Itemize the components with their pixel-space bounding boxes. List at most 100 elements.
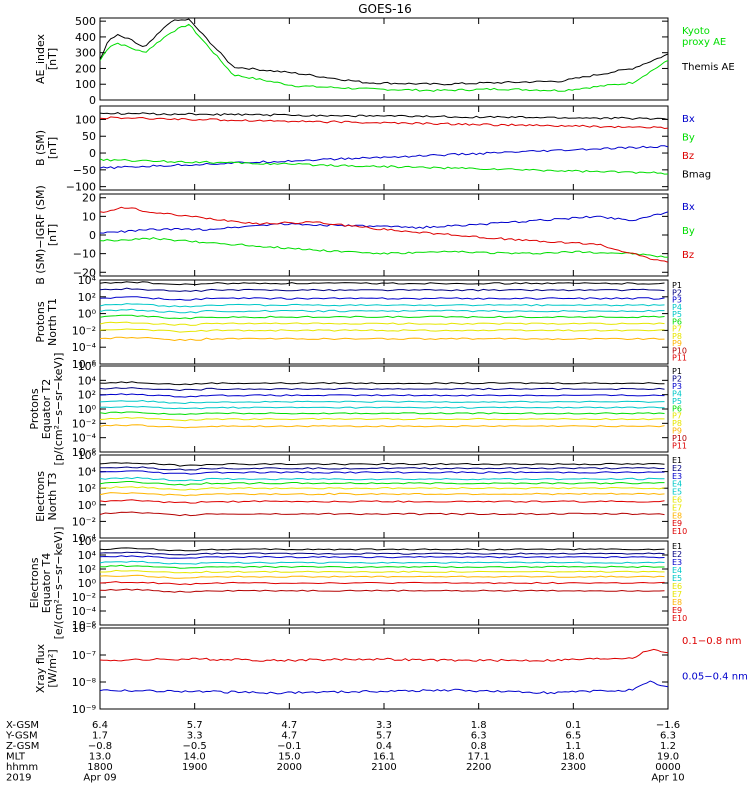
flux-channel-line [100,381,665,386]
y-axis-label: Xray flux[W/m²] [34,643,59,693]
y-tick-label: 10⁶ [78,449,97,462]
legend-entry: P7 [672,412,682,421]
flux-channel-line [100,560,665,565]
flux-channel-line [100,551,665,556]
y-axis-label-line: North T3 [46,473,59,521]
x-axis-row-label: Y-GSM [5,731,38,742]
y-tick-label: 10⁻⁴ [72,341,97,354]
legend-entry: E6 [672,496,682,505]
y-axis-label-line: Equator T2 [40,379,53,439]
y-axis-label-line: Protons [28,388,41,429]
legend-entry: Themis AE [681,62,735,73]
y-tick-label: 10⁰ [78,403,97,416]
y-tick-label: 200 [75,62,96,75]
legend-entry: P10 [672,434,687,443]
y-tick-label: −10 [73,248,96,261]
legend-entry: P2 [672,288,682,297]
x-axis-value: 5.7 [187,720,203,731]
legend-entry: Bx [682,114,695,125]
legend-entry: P5 [672,310,682,319]
y-axis-label-line: [p/(cm²−s−sr−keV)] [52,353,65,466]
legend-entry: E10 [672,527,687,536]
series-line-bx [100,211,668,234]
flux-channel-line [100,462,665,467]
x-axis-value: 6.4 [92,720,108,731]
y-tick-label: 0 [89,94,96,107]
legend-entry: Bz [682,250,694,261]
flux-channel-line [100,314,665,320]
series-line-bz [100,116,668,130]
legend-entry: P9 [672,427,682,436]
series-line-by [100,158,668,175]
flux-channel-line [100,574,665,579]
x-axis-value: 16.1 [373,752,395,763]
y-axis-label-line: Electrons [34,471,47,522]
flux-channel-line [100,308,665,314]
flux-channel-line [100,569,665,574]
flux-channel-line [100,481,665,486]
x-axis-value: −1.6 [656,720,680,731]
flux-channel-line [100,492,665,497]
x-axis-value: 5.7 [376,731,392,742]
flux-channel-line [100,303,665,308]
y-axis-label-line: [nT] [46,224,59,246]
x-axis-row-label: hhmm [6,762,38,773]
y-tick-label: 10⁻⁴ [72,605,97,618]
flux-channel-line [100,336,665,342]
plot-area [100,381,665,429]
y-axis-label-line: North T1 [46,298,59,346]
y-tick-label: 10⁰ [78,577,97,590]
legend-entry: P8 [672,419,682,428]
plot-area [100,648,668,695]
panel-xray: 10⁻⁹ 10⁻⁸ 10⁻⁷ 10⁻⁶ Xray flux[W/m²] 0.1−0.8 n… [34,622,748,716]
y-tick-label: 10⁻² [72,591,96,604]
legend-entry: Kyoto proxy AE [682,26,726,48]
plot-area [100,462,665,517]
flux-channel-line [100,393,665,398]
y-tick-label: 10⁶ [78,360,97,373]
flux-channel-line [100,416,665,422]
legend-entry: E2 [672,464,682,473]
y-tick-label: 10² [78,482,96,495]
plot-area [100,281,665,342]
x-axis-value: Apr 10 [651,773,684,784]
flux-channel-line [100,466,665,471]
flux-channel-line [100,564,665,569]
x-axis-row-label: 2019 [6,773,31,784]
flux-channel-line [100,321,665,326]
x-axis-value: 13.0 [89,752,111,763]
x-axis-value: 1.2 [660,741,676,752]
y-tick-label: 20 [82,192,96,205]
plot-area [100,112,668,175]
x-axis-value: 1900 [182,762,207,773]
x-axis-value: 4.7 [281,731,297,742]
x-axis-value: 0000 [655,762,680,773]
plot-area [100,18,668,92]
plot-area [100,206,668,263]
series-line-bmag [100,112,668,121]
legend-entry: By [682,133,695,144]
panel-bigrf: −20 −10 0 10 20 B (SM)−IGRF (SM)[nT] Bx By Bz [34,185,695,285]
y-tick-label: 0 [89,229,96,242]
legend-entry: 0.05−0.4 nm [682,672,748,683]
x-axis-value: 2000 [277,762,302,773]
legend-entry: P2 [672,374,682,383]
y-tick-label: 10⁻⁸ [72,676,97,689]
legend-entry: P5 [672,397,682,406]
y-tick-label: 10⁻² [72,417,96,430]
y-tick-label: −100 [66,181,96,194]
y-tick-label: 10⁻⁴ [72,532,97,545]
y-tick-label: 10⁻⁶ [72,358,97,371]
flux-channel-line [100,581,665,586]
flux-channel-line [100,328,665,333]
x-axis-value: 1.7 [92,731,108,742]
legend-entry: E1 [672,456,682,465]
y-axis-label: ElectronsEquator T4[e/(cm²−s−sr−keV)] [28,527,65,640]
y-tick-label: −20 [73,266,96,279]
series-line-0-1-0-8-nm [100,648,668,662]
legend-entry: P4 [672,389,682,398]
y-axis-label: ProtonsNorth T1 [34,298,59,346]
legend-entry: E2 [672,550,682,559]
